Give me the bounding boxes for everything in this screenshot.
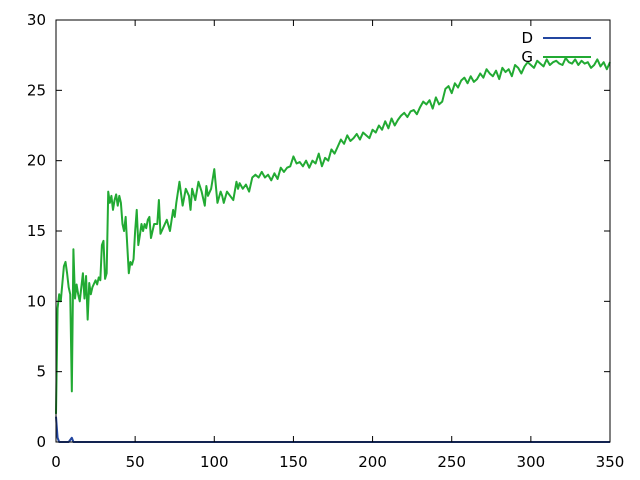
series-line-g [55,56,611,414]
x-tick-label: 200 [358,453,387,471]
x-tick-label: 250 [437,453,466,471]
x-tick-label: 300 [517,453,546,471]
legend: DG [521,29,591,66]
y-tick-label: 5 [36,363,46,381]
legend-label-d: D [521,29,533,47]
y-tick-label: 30 [27,11,46,29]
x-tick-label: 150 [279,453,308,471]
y-tick-label: 20 [27,152,46,170]
plot-frame [55,19,611,443]
x-tick-label: 50 [126,453,145,471]
x-tick-label: 0 [51,453,61,471]
y-tick-label: 15 [27,222,46,240]
tick-layer: 0 50 100 150 200 250 300 350 0 5 10 15 20 25 30 [27,11,624,471]
series-layer [55,56,611,443]
legend-label-g: G [521,48,533,66]
y-tick-label: 25 [27,81,46,99]
x-tick-label: 100 [200,453,229,471]
x-tick-label: 350 [596,453,625,471]
series-line-d [55,416,610,443]
y-tick-label: 10 [27,292,46,310]
y-tick-label: 0 [36,433,46,451]
